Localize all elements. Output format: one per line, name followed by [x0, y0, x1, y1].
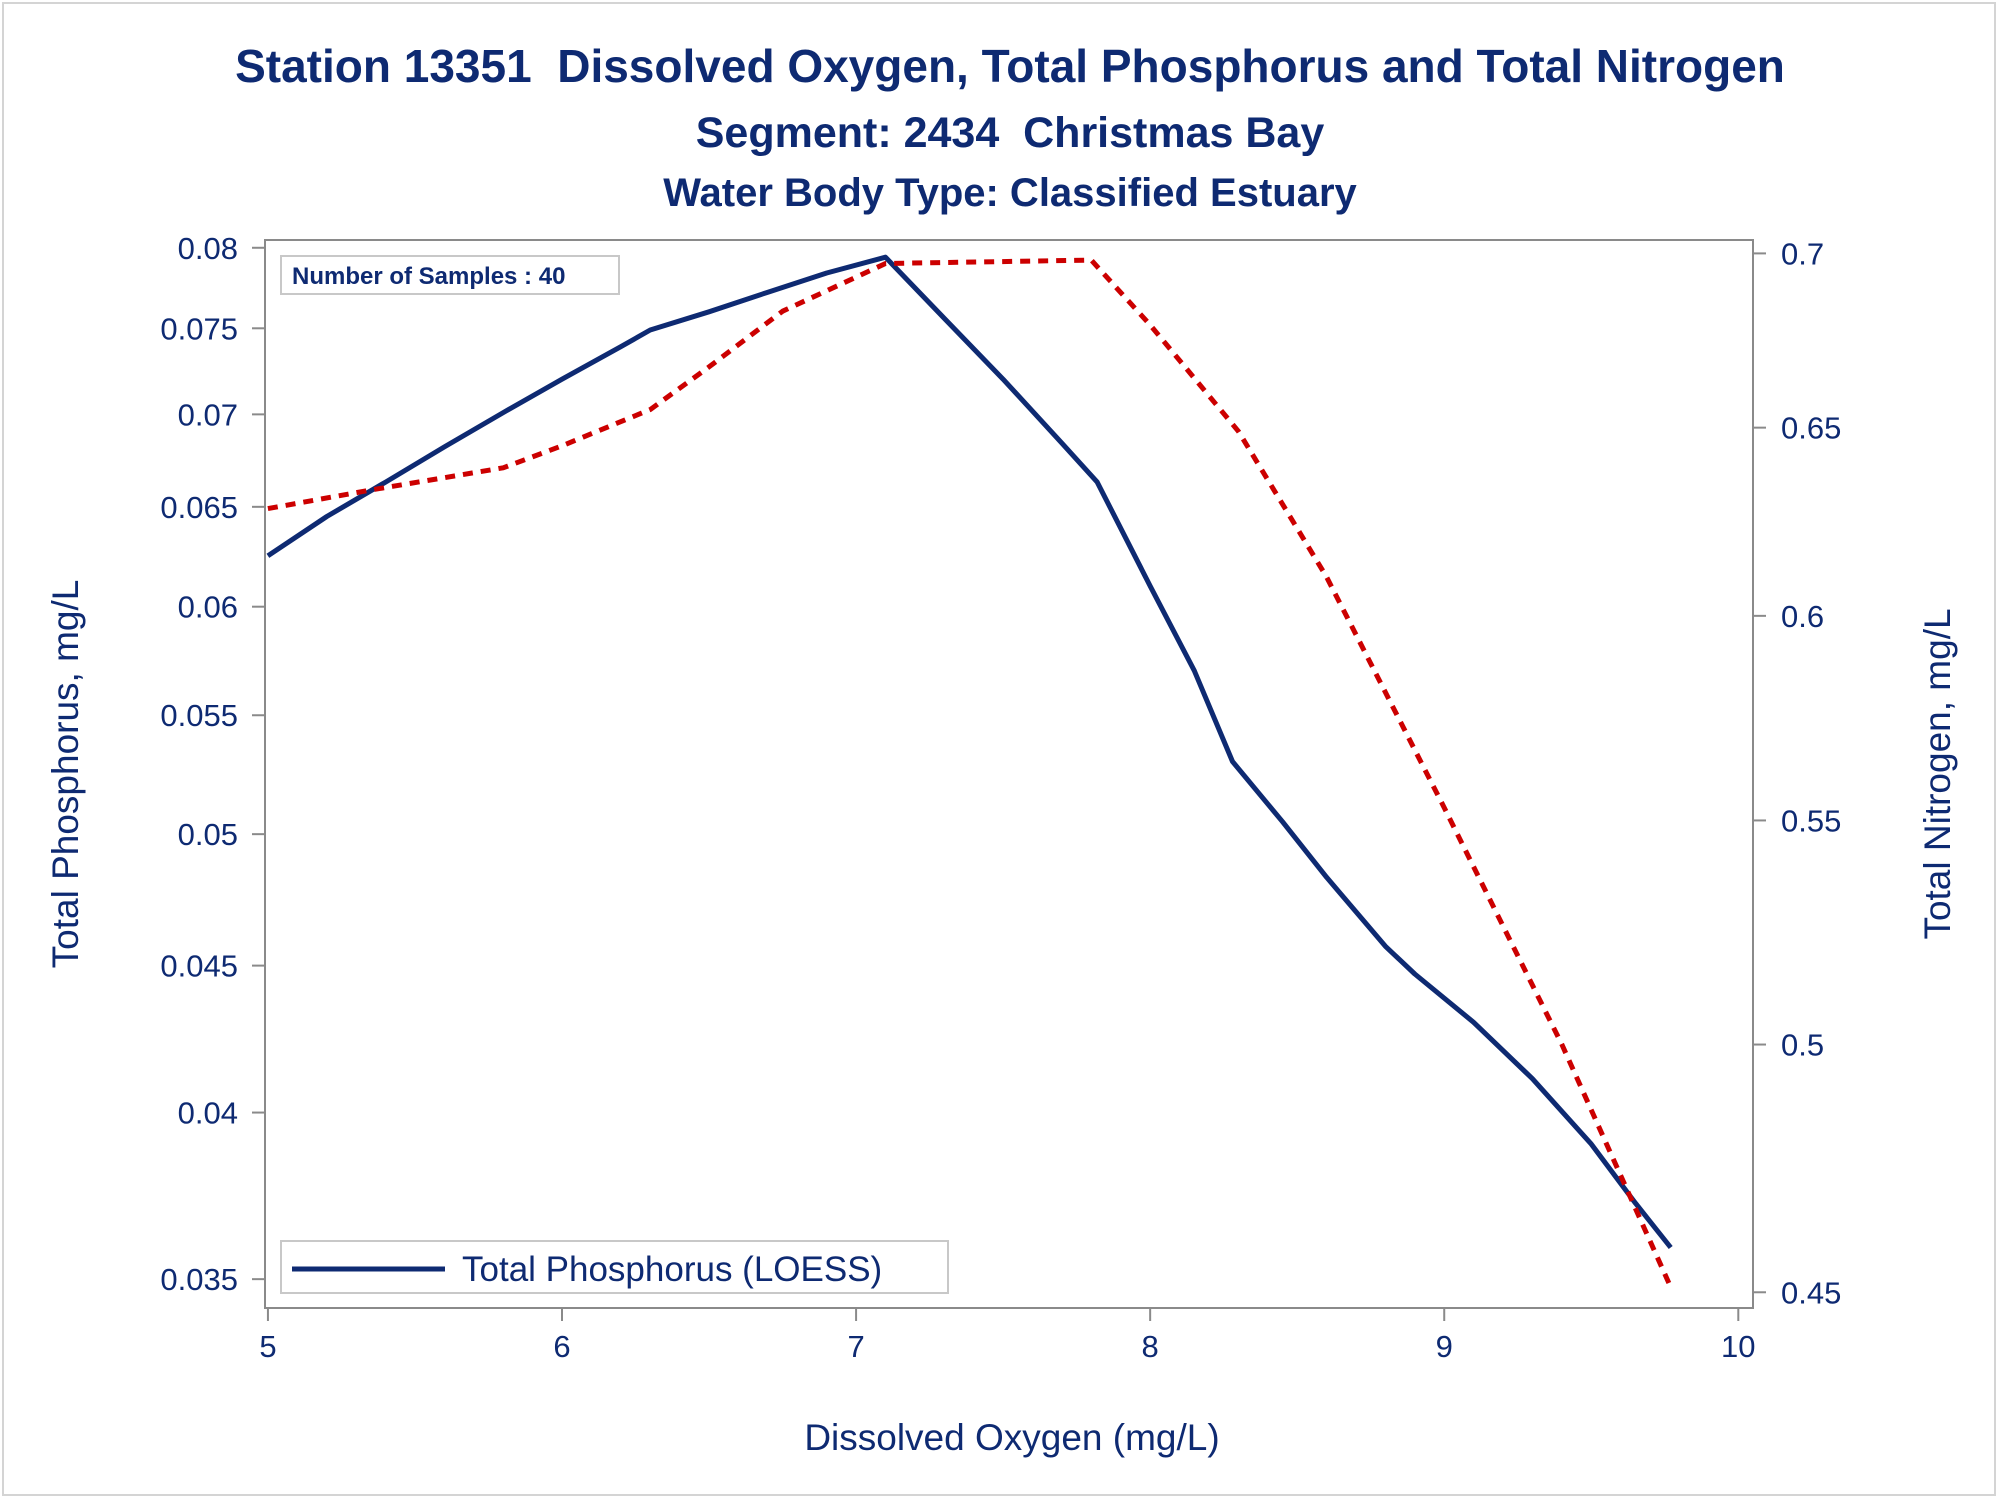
chart-subtitle: Segment: 2434 Christmas Bay [696, 109, 1325, 157]
y-tick-label: 0.07 [178, 397, 238, 432]
x-tick-label: 6 [553, 1329, 570, 1364]
y-tick-label: 0.08 [178, 231, 238, 266]
y-tick-label: 0.04 [178, 1096, 238, 1131]
y-tick-label: 0.045 [160, 949, 238, 984]
chart-subtitle-2: Water Body Type: Classified Estuary [663, 171, 1357, 215]
y-tick-label: 0.075 [160, 311, 238, 346]
series-line-total-phosphorus [266, 254, 1673, 1250]
chart-title: Station 13351 Dissolved Oxygen, Total Ph… [235, 40, 1785, 92]
y-axis-right: 0.45 0.5 0.55 0.6 0.65 0.7 [1753, 236, 1841, 1310]
y-tick-label: 0.035 [160, 1262, 238, 1297]
y2-tick-label: 0.55 [1781, 803, 1841, 838]
y-axis-left: 0.035 0.04 0.045 0.05 0.055 0.06 0.065 0.07 0.07… [160, 231, 265, 1297]
legend-label-total-phosphorus: Total Phosphorus (LOESS) [462, 1250, 882, 1289]
x-tick-label: 10 [1721, 1329, 1755, 1364]
y-tick-label: 0.065 [160, 490, 238, 525]
x-tick-label: 5 [259, 1329, 276, 1364]
plot-area [264, 239, 1754, 1309]
x-tick-label: 7 [847, 1329, 864, 1364]
y2-tick-label: 0.5 [1781, 1028, 1824, 1063]
y2-axis-label: Total Nitrogen, mg/L [1917, 608, 1958, 939]
legend: Total Phosphorus (LOESS) [280, 1240, 949, 1294]
y-tick-label: 0.06 [178, 590, 238, 625]
y2-tick-label: 0.6 [1781, 599, 1824, 634]
y-tick-label: 0.055 [160, 698, 238, 733]
x-tick-label: 9 [1436, 1329, 1453, 1364]
y2-tick-label: 0.7 [1781, 236, 1824, 271]
x-tick-label: 8 [1142, 1329, 1159, 1364]
series-line-total-nitrogen [267, 257, 1673, 1289]
sample-count-text: Number of Samples : 40 [292, 263, 565, 290]
series-layer [266, 254, 1673, 1289]
sample-count-box: Number of Samples : 40 [280, 255, 620, 295]
y-axis-label: Total Phosphorus, mg/L [45, 580, 86, 969]
x-axis: 5 6 7 8 9 10 [259, 1308, 1756, 1364]
y2-tick-label: 0.45 [1781, 1275, 1841, 1310]
y-tick-label: 0.05 [178, 817, 238, 852]
y2-tick-label: 0.65 [1781, 411, 1841, 446]
x-axis-label: Dissolved Oxygen (mg/L) [804, 1417, 1219, 1458]
